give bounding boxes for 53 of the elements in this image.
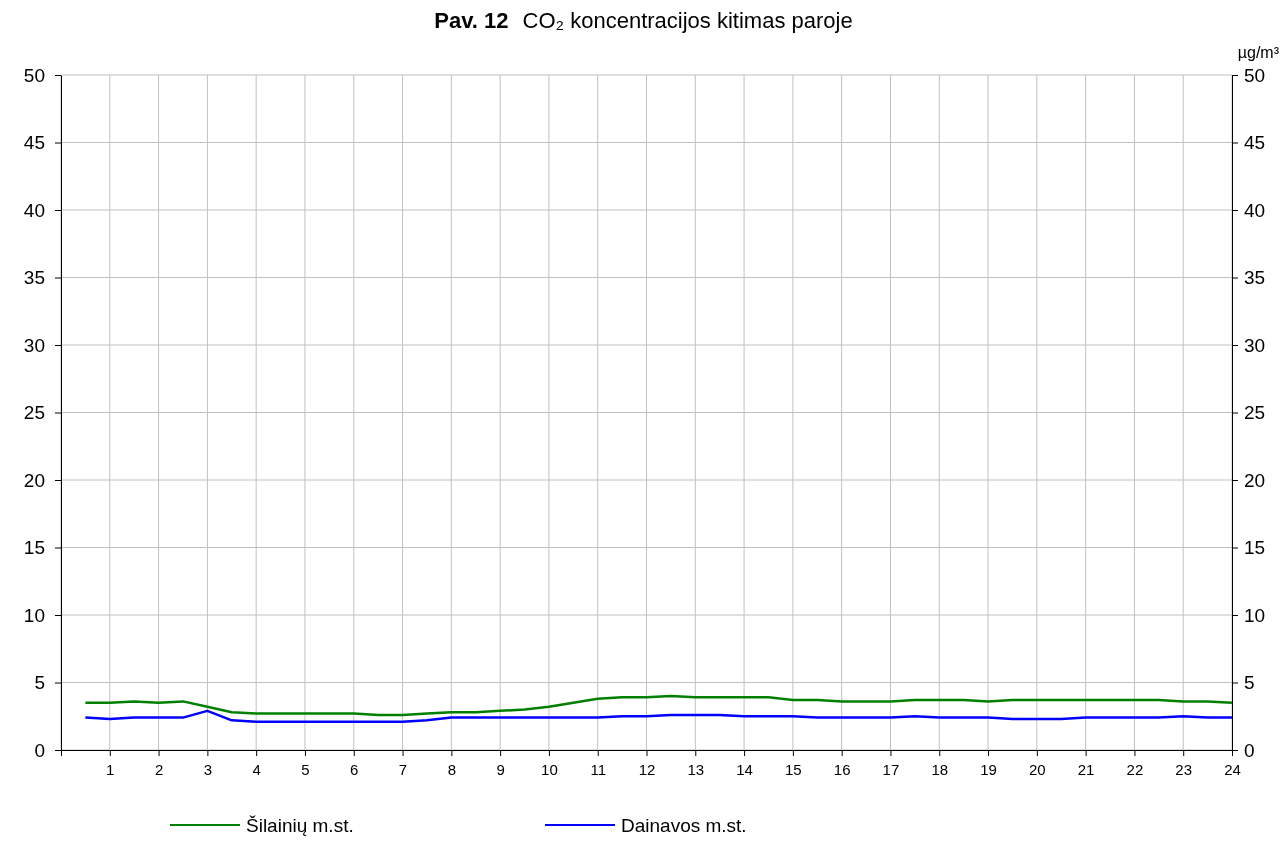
y-tick-label: 25 bbox=[23, 402, 45, 424]
y2-tick-label: 35 bbox=[1244, 267, 1266, 289]
y2-axis-title: µg/m³ bbox=[1237, 44, 1280, 61]
x-tick-label: 17 bbox=[882, 760, 900, 778]
chart-subtitle: CO₂ koncentracijos kitimas paroje bbox=[522, 8, 853, 33]
legend-label: Dainavos m.st. bbox=[621, 815, 747, 836]
y-tick-label: 10 bbox=[23, 604, 45, 626]
y-tick-label: 5 bbox=[34, 672, 45, 694]
x-tick-label: 8 bbox=[447, 760, 457, 778]
y-tick-label: 15 bbox=[23, 537, 45, 559]
x-tick-label: 16 bbox=[833, 760, 851, 778]
y-tick-label: 35 bbox=[23, 267, 45, 289]
y-tick-label: 50 bbox=[23, 64, 45, 86]
line-series bbox=[84, 694, 1234, 717]
x-tick-label: 19 bbox=[980, 760, 997, 778]
y-tick-label: 30 bbox=[23, 334, 45, 356]
y2-tick-label: 25 bbox=[1244, 402, 1266, 424]
x-tick-label: 23 bbox=[1175, 760, 1193, 778]
x-tick-label: 2 bbox=[154, 760, 164, 778]
x-tick-label: 12 bbox=[638, 760, 656, 778]
x-tick-label: 10 bbox=[541, 760, 558, 778]
y2-tick-label: 45 bbox=[1244, 132, 1266, 154]
y-tick-label: 0 bbox=[34, 739, 45, 761]
y2-tick-label: 50 bbox=[1244, 64, 1266, 86]
x-tick-label: 3 bbox=[203, 760, 213, 778]
line-series bbox=[84, 709, 1234, 723]
legend-label: Šilainių m.st. bbox=[246, 815, 354, 836]
y2-tick-label: 20 bbox=[1244, 469, 1266, 491]
y-tick-label: 45 bbox=[23, 132, 45, 154]
y2-tick-label: 30 bbox=[1244, 334, 1266, 356]
x-tick-label: 18 bbox=[931, 760, 949, 778]
x-tick-label: 20 bbox=[1028, 760, 1046, 778]
x-tick-label: 21 bbox=[1077, 760, 1095, 778]
y2-tick-label: 15 bbox=[1244, 537, 1266, 559]
x-tick-label: 5 bbox=[301, 760, 310, 778]
x-tick-label: 15 bbox=[785, 760, 802, 778]
y-tick-label: 40 bbox=[23, 199, 45, 221]
x-tick-label: 24 bbox=[1224, 760, 1241, 778]
x-tick-label: 4 bbox=[252, 760, 261, 778]
x-tick-label: 1 bbox=[106, 760, 115, 778]
x-tick-label: 7 bbox=[398, 760, 408, 778]
x-tick-label: 22 bbox=[1126, 760, 1144, 778]
y2-tick-label: 0 bbox=[1244, 739, 1255, 761]
x-tick-label: 6 bbox=[350, 760, 359, 778]
x-tick-label: 9 bbox=[496, 760, 505, 778]
x-tick-label: 14 bbox=[736, 760, 753, 778]
x-tick-label: 13 bbox=[687, 760, 705, 778]
y2-tick-label: 5 bbox=[1244, 672, 1255, 694]
y2-tick-label: 40 bbox=[1244, 199, 1266, 221]
x-tick-label: 11 bbox=[590, 760, 606, 778]
y2-tick-label: 10 bbox=[1244, 604, 1266, 626]
chart-title: Pav. 12 bbox=[434, 8, 509, 33]
y-tick-label: 20 bbox=[23, 469, 45, 491]
